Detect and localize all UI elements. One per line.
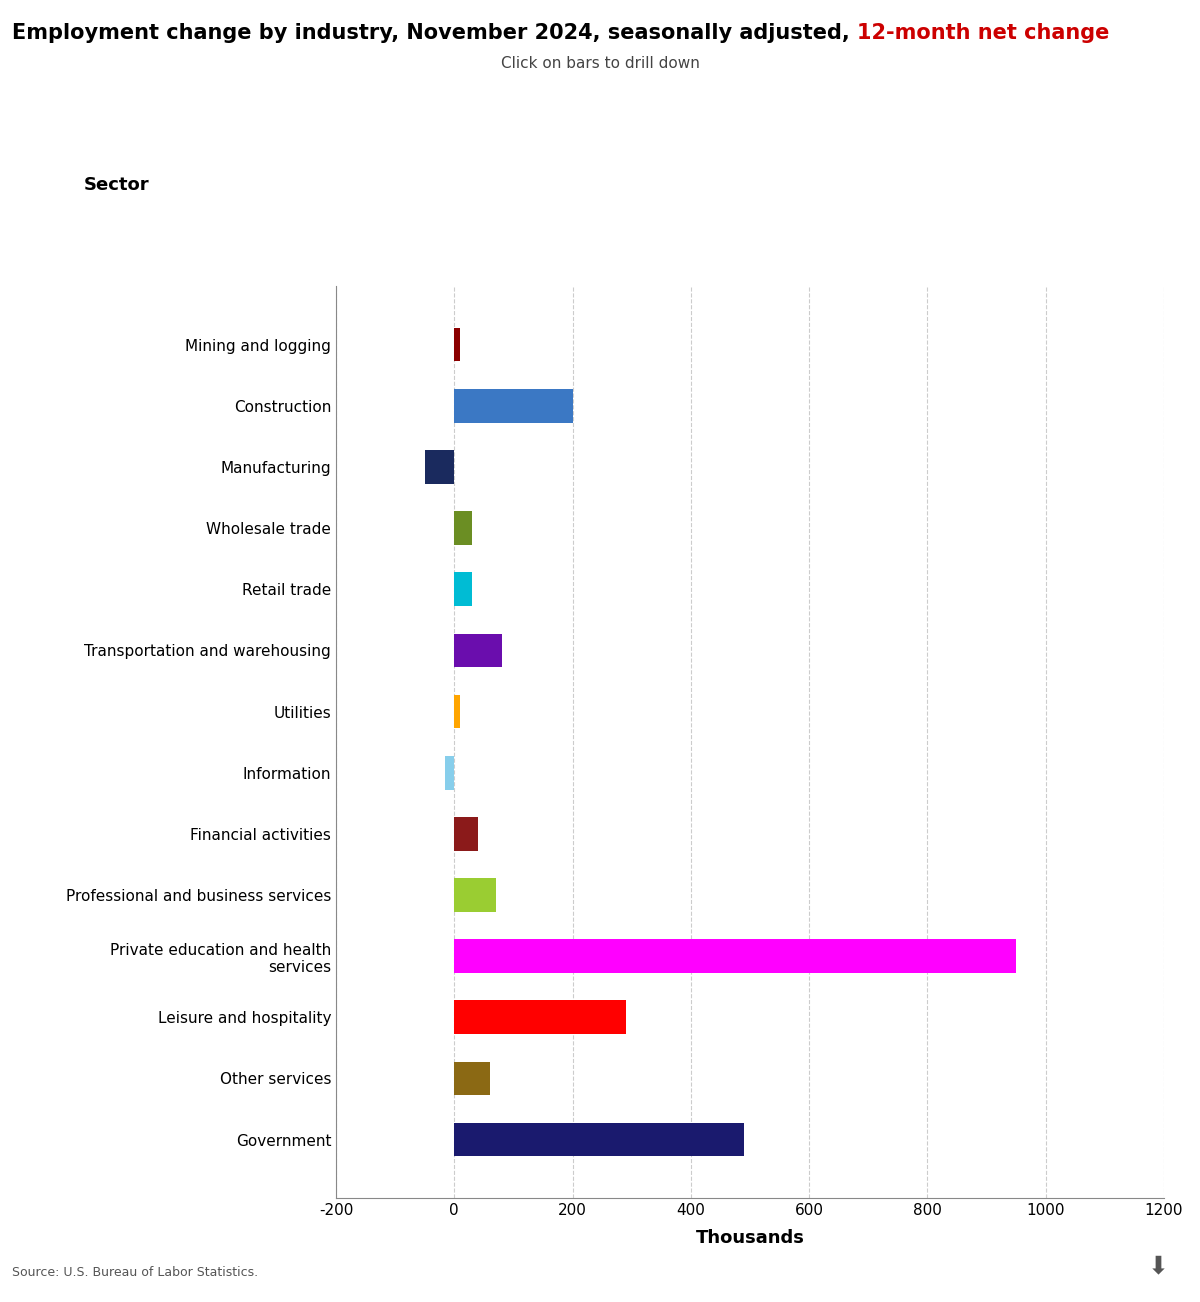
Bar bbox=[445, 756, 455, 789]
Bar bbox=[455, 328, 461, 362]
Bar bbox=[455, 573, 472, 607]
Bar bbox=[455, 389, 572, 423]
Bar bbox=[455, 695, 461, 728]
Bar bbox=[455, 1061, 490, 1095]
Text: Source: U.S. Bureau of Labor Statistics.: Source: U.S. Bureau of Labor Statistics. bbox=[12, 1266, 258, 1279]
Text: ⬇: ⬇ bbox=[1147, 1255, 1169, 1279]
Bar bbox=[455, 634, 502, 667]
Bar bbox=[455, 818, 478, 850]
Bar bbox=[455, 1000, 626, 1034]
Text: Sector: Sector bbox=[84, 176, 150, 194]
Bar bbox=[455, 1122, 744, 1156]
Text: 12-month net change: 12-month net change bbox=[857, 23, 1109, 43]
Bar bbox=[455, 878, 496, 911]
Text: Click on bars to drill down: Click on bars to drill down bbox=[500, 56, 700, 72]
X-axis label: Thousands: Thousands bbox=[696, 1229, 804, 1247]
Bar bbox=[455, 512, 472, 546]
Text: Employment change by industry, November 2024, seasonally adjusted,: Employment change by industry, November … bbox=[12, 23, 857, 43]
Bar bbox=[455, 939, 1016, 973]
Bar bbox=[425, 450, 455, 484]
